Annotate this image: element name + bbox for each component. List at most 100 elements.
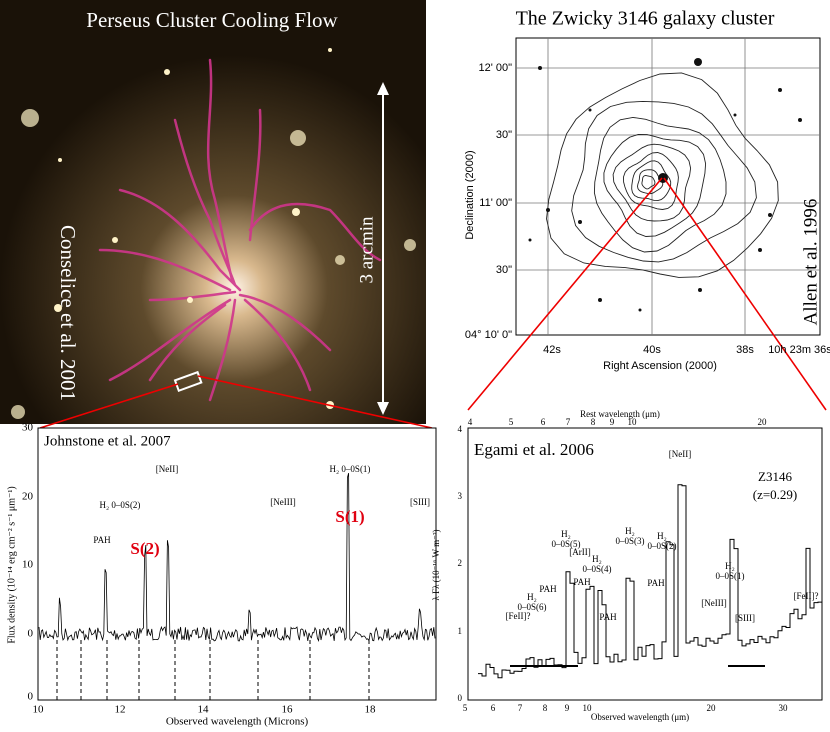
line-label: H₂ — [561, 529, 571, 539]
target: Z3146 — [758, 469, 792, 484]
line-label: [SIII] — [410, 497, 430, 507]
top-tick-label: 8 — [591, 417, 596, 427]
zwicky-panel: The Zwicky 3146 galaxy cluster Declinati… — [464, 8, 821, 372]
highlight-label: S(2) — [130, 539, 159, 558]
x-tick-label: 16 — [282, 704, 294, 716]
line-label: H₂ — [657, 531, 667, 541]
dropouts — [56, 640, 370, 700]
x-tick-label: 10 — [583, 703, 593, 713]
panel-title: Egami et al. 2006 — [474, 440, 594, 459]
credit: Conselice et al. 2001 — [56, 225, 80, 401]
x-tick-label: 9 — [565, 703, 570, 713]
axis-label: Observed wavelength (μm) — [591, 712, 689, 722]
line-label: [NeIII] — [270, 497, 295, 507]
axis-label: Flux density (10⁻¹⁴ erg cm⁻² s⁻¹ μm⁻¹) — [6, 486, 17, 643]
line-label: H₂ — [625, 526, 635, 536]
panel-title: The Zwicky 3146 galaxy cluster — [516, 8, 775, 30]
y-tick-label: 30 — [22, 422, 34, 434]
y-tick-label: 0 — [28, 691, 34, 703]
credit: Allen et al. 1996 — [800, 199, 821, 326]
y-tick-label: 10 — [22, 559, 34, 571]
line-label: PAH — [647, 578, 665, 588]
line-label: PAH — [93, 535, 111, 545]
redshift: (z=0.29) — [753, 487, 798, 502]
axis-label: λ Fλ (10⁻¹⁶ W m⁻²) — [431, 529, 441, 600]
line-label: 0–0S(2) — [648, 541, 677, 551]
line-label: 0–0S(5) — [552, 539, 581, 549]
axis-label: Declination (2000) — [464, 150, 476, 239]
y-tick-label: 2 — [458, 558, 463, 568]
contour — [637, 169, 664, 195]
y-tick-label: 11' 00" — [479, 197, 512, 209]
line-label: [NeIII] — [701, 598, 726, 608]
top-tick-label: 4 — [468, 417, 473, 427]
line-label: [ArII] — [569, 547, 591, 557]
panel-title: Johnstone et al. 2007 — [44, 433, 171, 449]
y-tick-label: 30" — [496, 129, 512, 141]
line-label: H₂ — [527, 592, 537, 602]
top-tick-label: 9 — [610, 417, 615, 427]
line-label: PAH — [573, 577, 591, 587]
y-tick-label: 30" — [496, 264, 512, 276]
line-label: 0–0S(3) — [616, 536, 645, 546]
line-label: 0–0S(1) — [716, 571, 745, 581]
y-tick-label: 04° 10' 0" — [465, 329, 512, 341]
x-tick-label: 6 — [491, 703, 496, 713]
line-label: [FeII]? — [506, 611, 531, 621]
axis-label: Observed wavelength (Microns) — [166, 716, 309, 728]
x-tick-label: 18 — [365, 704, 377, 716]
x-tick-label: 8 — [543, 703, 548, 713]
zoom-lines — [39, 177, 827, 429]
filaments — [98, 58, 382, 402]
contour — [593, 116, 727, 253]
contour — [571, 100, 757, 263]
x-tick-label: 12 — [115, 704, 126, 716]
x-tick-label: 30 — [779, 703, 789, 713]
zoom-box — [173, 370, 203, 393]
egami-panel: Egami et al. 2006 Z3146 (z=0.29) λ Fλ (1… — [431, 409, 823, 722]
spectrum — [478, 484, 822, 679]
line-label: PAH — [599, 612, 617, 622]
contour — [641, 175, 656, 190]
x-tick-label: 10 — [33, 704, 45, 716]
map-frame — [515, 37, 821, 336]
line-label: [FeII]? — [794, 591, 819, 601]
line-label: H₂ — [725, 561, 735, 571]
line-label: H₂ — [592, 554, 602, 564]
line-label: PAH — [539, 584, 557, 594]
panel-title: Perseus Cluster Cooling Flow — [86, 8, 338, 32]
x-tick-label: 42s — [543, 344, 561, 356]
x-tick-label: 10h 23m 36s — [768, 344, 830, 356]
top-tick-label: 6 — [541, 417, 546, 427]
johnstone-panel: Johnstone et al. 2007 Flux density (10⁻¹… — [6, 427, 437, 728]
top-tick-label: 5 — [509, 417, 514, 427]
x-tick-label: 38s — [736, 344, 754, 356]
top-tick-label: 20 — [758, 417, 768, 427]
x-tick-label: 20 — [707, 703, 717, 713]
stars — [11, 48, 416, 419]
scale-label: 3 arcmin — [356, 216, 377, 284]
x-ray-contours — [546, 72, 779, 278]
axis-label: Rest wavelength (μm) — [580, 409, 660, 419]
highlight-label: S(1) — [335, 507, 364, 526]
line-label: [NeII] — [669, 449, 691, 459]
x-tick-label: 5 — [463, 703, 468, 713]
plot-frame — [37, 427, 437, 701]
contour — [623, 152, 679, 210]
y-tick-label: 12' 00" — [478, 62, 512, 74]
contour — [631, 160, 672, 202]
line-label: H₂ 0–0S(2) — [100, 500, 141, 510]
y-tick-label: 4 — [458, 424, 463, 434]
line-label: [NeII] — [156, 464, 178, 474]
top-tick-label: 7 — [566, 417, 571, 427]
contour — [603, 134, 707, 237]
y-tick-label: 0 — [458, 693, 463, 703]
perseus-panel: Perseus Cluster Cooling Flow Conselice e… — [0, 0, 426, 424]
y-tick-label: 0 — [28, 628, 34, 640]
y-tick-label: 1 — [458, 626, 463, 636]
y-tick-label: 20 — [22, 491, 34, 503]
top-tick-label: 10 — [628, 417, 638, 427]
axis-label: Right Ascension (2000) — [603, 360, 717, 372]
cluster-image — [0, 0, 426, 424]
